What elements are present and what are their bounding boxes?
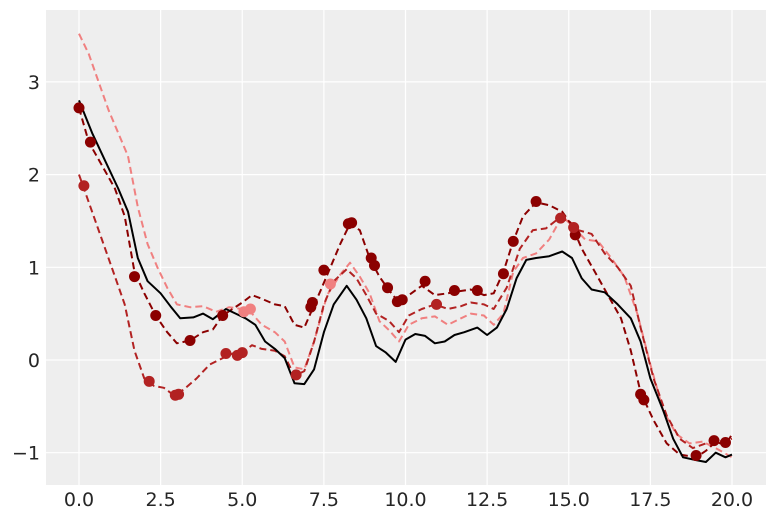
- x-tick-label: 2.5: [146, 489, 176, 511]
- data-point: [396, 294, 408, 306]
- data-point: [471, 284, 483, 296]
- data-point: [318, 264, 330, 276]
- data-point: [173, 388, 185, 400]
- x-tick-label: 5.0: [227, 489, 257, 511]
- data-point: [220, 348, 232, 360]
- data-point: [530, 195, 542, 207]
- data-point: [448, 284, 460, 296]
- data-point: [638, 394, 650, 406]
- data-point: [719, 437, 731, 449]
- y-axis-tick-labels: 3 2 1 0 −1: [12, 72, 40, 465]
- x-tick-label: 15.0: [548, 489, 590, 511]
- data-point: [346, 217, 358, 229]
- x-axis-tick-labels: 0.0 2.5 5.0 7.5 10.0 12.5 15.0 17.5 20.0: [64, 489, 753, 511]
- data-point: [150, 310, 162, 322]
- data-point: [306, 297, 318, 309]
- scatter-points: [73, 102, 731, 461]
- data-point: [497, 268, 509, 280]
- x-tick-label: 0.0: [64, 489, 94, 511]
- data-point: [431, 298, 443, 310]
- y-tick-label: −1: [12, 443, 40, 465]
- solid-series-line: [78, 100, 733, 463]
- x-tick-label: 7.5: [309, 489, 339, 511]
- x-tick-label: 12.5: [466, 489, 508, 511]
- data-point: [290, 369, 302, 381]
- data-point: [324, 278, 336, 290]
- y-tick-label: 3: [28, 72, 40, 94]
- data-point: [184, 335, 196, 347]
- data-point: [217, 310, 229, 322]
- data-point: [368, 259, 380, 271]
- data-point: [690, 449, 702, 461]
- data-point: [419, 275, 431, 287]
- y-tick-label: 2: [28, 165, 40, 187]
- data-point: [555, 212, 567, 224]
- data-point: [143, 375, 155, 387]
- data-point: [507, 235, 519, 247]
- x-tick-label: 17.5: [629, 489, 671, 511]
- y-tick-label: 0: [28, 350, 40, 372]
- grid-lines: [46, 10, 766, 485]
- data-point: [129, 271, 141, 283]
- x-tick-label: 20.0: [711, 489, 753, 511]
- data-point: [568, 221, 580, 233]
- data-point: [84, 136, 96, 148]
- data-point: [236, 347, 248, 359]
- dashed-series-line: [78, 33, 733, 459]
- data-point: [244, 303, 256, 315]
- y-tick-label: 1: [28, 257, 40, 279]
- data-point: [708, 435, 720, 447]
- data-point: [73, 102, 85, 114]
- data-point: [382, 282, 394, 294]
- data-point: [78, 180, 90, 192]
- x-tick-label: 10.0: [384, 489, 426, 511]
